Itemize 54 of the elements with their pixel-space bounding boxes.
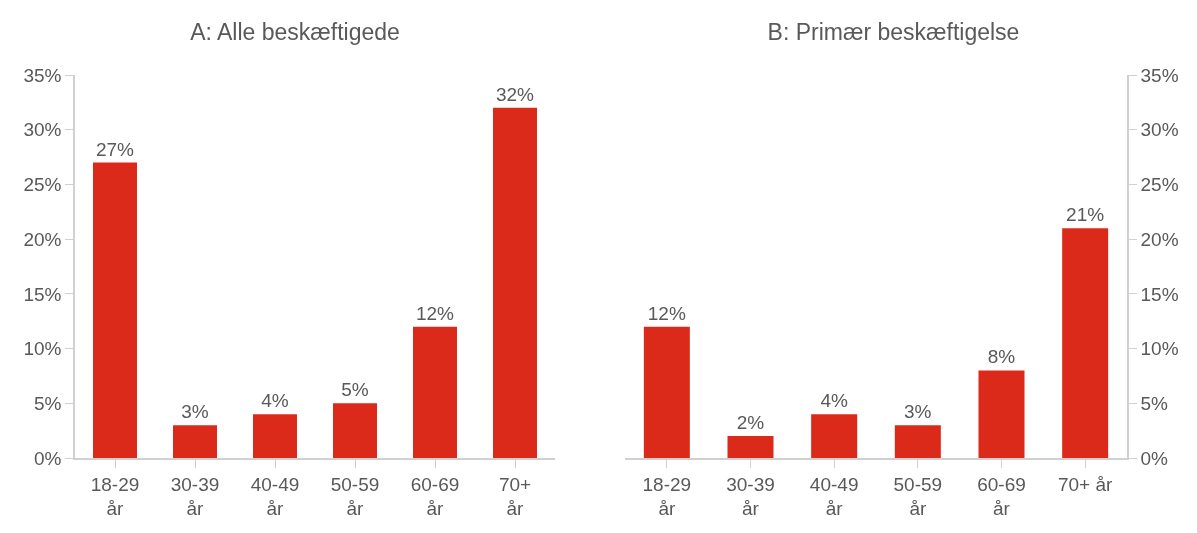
x-tick-label: 50-59 år — [893, 473, 943, 520]
bar — [894, 425, 941, 458]
x-tick-label: 70+ år — [498, 473, 532, 520]
data-label: 8% — [987, 346, 1016, 368]
x-tick-label: 40-49 år — [809, 473, 859, 520]
y-tick-label: 10% — [23, 338, 62, 360]
bar — [643, 326, 690, 458]
bar — [333, 403, 377, 458]
y2-tick-label: 5% — [1140, 392, 1169, 414]
x-tick-label: 60-69 år — [410, 473, 460, 520]
x-tick-label: 70+ år — [1057, 473, 1114, 495]
y-tick-label: 20% — [23, 228, 62, 250]
y-tick-label: 5% — [33, 392, 62, 414]
y2-tick-label: 0% — [1140, 447, 1169, 469]
y-tick-label: 35% — [23, 64, 62, 86]
x-tick-label: 40-49 år — [250, 473, 300, 520]
y2-tick-label: 35% — [1140, 64, 1179, 86]
bar — [727, 436, 774, 458]
data-label: 5% — [341, 379, 369, 401]
y2-tick-label: 15% — [1140, 283, 1179, 305]
y2-tick-label: 20% — [1140, 228, 1179, 250]
bar — [173, 425, 217, 458]
bar — [978, 370, 1025, 458]
y-tick-label: 15% — [23, 283, 62, 305]
x-tick-label: 60-69 år — [977, 473, 1026, 520]
data-label: 12% — [647, 302, 686, 324]
y2-tick-label: 10% — [1140, 338, 1179, 360]
bar — [93, 162, 137, 458]
chart-title: B: Primær beskæftigelse — [767, 19, 1020, 46]
data-label: 3% — [904, 401, 932, 423]
x-tick-label: 50-59 år — [330, 473, 380, 520]
bar — [1062, 228, 1109, 458]
data-label: 4% — [261, 390, 289, 412]
bar — [253, 414, 297, 458]
y-tick-label: 0% — [33, 447, 62, 469]
x-tick-label: 18-29 år — [90, 473, 140, 520]
data-label: 4% — [820, 390, 848, 412]
x-tick-label: 18-29 år — [642, 473, 692, 520]
data-label: 2% — [736, 412, 765, 434]
y-tick-label: 30% — [23, 119, 62, 141]
data-label: 27% — [95, 138, 135, 160]
data-label: 32% — [495, 83, 535, 105]
data-label: 21% — [1066, 204, 1105, 226]
bar — [413, 326, 457, 458]
y2-tick-label: 25% — [1140, 174, 1179, 196]
chart-title: A: Alle beskæftigede — [190, 19, 400, 46]
bar — [811, 414, 858, 458]
bar — [493, 107, 537, 458]
y-tick-label: 25% — [23, 174, 62, 196]
data-label: 12% — [415, 302, 455, 324]
data-label: 3% — [181, 401, 209, 423]
x-tick-label: 30-39 år — [170, 473, 220, 520]
x-tick-label: 30-39 år — [726, 473, 775, 520]
y2-tick-label: 30% — [1140, 119, 1179, 141]
